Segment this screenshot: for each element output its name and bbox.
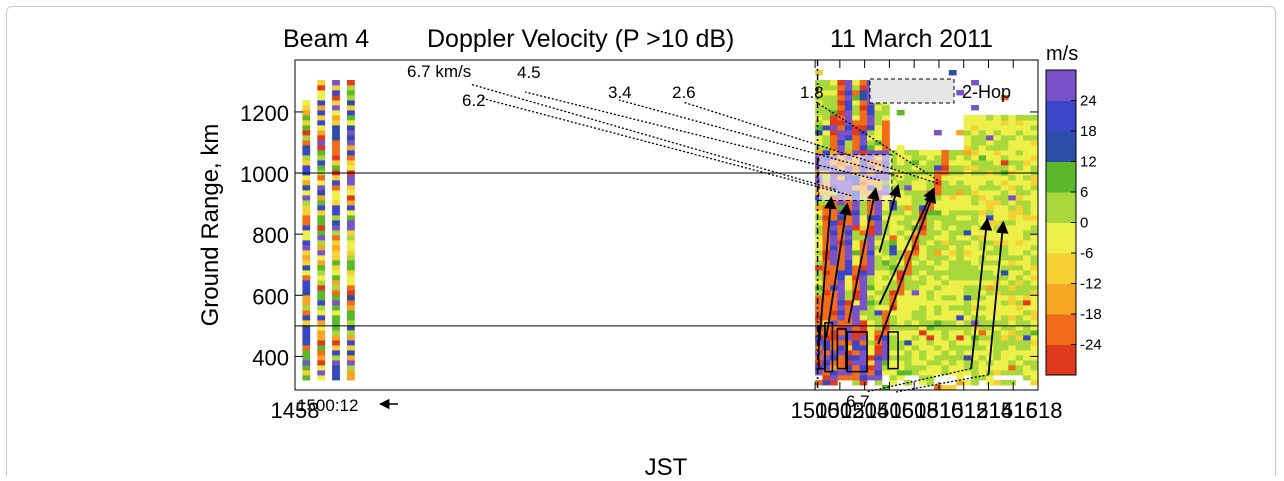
colorbar-label-8: -18	[1080, 306, 1102, 323]
onset-time-label: 1500:12	[297, 396, 358, 415]
colorbar: 24 18 12 6 0 -6 -12 -18 -24	[1045, 69, 1102, 376]
x-axis: 1458 150015021504150615081510151215141516…	[271, 60, 1063, 423]
x-tick-label-1458: 1458	[271, 398, 320, 423]
velocity-arrow-5	[877, 190, 937, 345]
colorbar-label-6: -6	[1080, 245, 1093, 262]
colorbar-swatch-4	[1046, 253, 1076, 284]
velocity-arrow-2	[825, 202, 852, 339]
velocity-label-4: 3.4	[608, 83, 632, 102]
y-tick-label-800: 800	[252, 223, 289, 248]
event-box-3	[836, 328, 847, 370]
x-tick-label-1504: 1504	[840, 398, 889, 423]
colorbar-label-7: -12	[1080, 276, 1102, 293]
x-tick-label-1508: 1508	[890, 398, 939, 423]
velocity-arrow-7	[970, 217, 993, 369]
velocity-arrow-4	[878, 184, 902, 253]
y-axis-label: Ground Range, km	[197, 124, 224, 327]
legend-2hop-label: 2-Hop	[962, 82, 1011, 102]
x-tick-label-1502: 1502	[815, 398, 864, 423]
velocity-leader-3	[524, 91, 880, 181]
velocity-label-1: 6.7 km/s	[407, 62, 471, 81]
colorbar-swatch-5	[1046, 222, 1076, 254]
colorbar-label-2: 18	[1080, 123, 1097, 140]
two-hop-region	[818, 154, 893, 202]
velocity-label-2: 6.2	[462, 91, 486, 110]
velocity-arrow-1	[817, 196, 837, 348]
colorbar-unit: m/s	[1046, 43, 1078, 65]
y-tick-label-1000: 1000	[240, 162, 289, 187]
velocity-label-3: 4.5	[517, 63, 541, 82]
title-date: 11 March 2011	[830, 25, 993, 53]
y-tick-label-400: 400	[252, 345, 289, 370]
figure-frame	[6, 6, 1276, 476]
velocity-leader-7	[865, 367, 972, 393]
colorbar-label-4: 6	[1080, 184, 1088, 201]
x-tick-label-1516: 1516	[989, 398, 1038, 423]
colorbar-label-5: 0	[1080, 215, 1088, 232]
x-tick-label-1518: 1518	[1014, 398, 1063, 423]
velocity-label-7: 6.7	[846, 392, 870, 411]
overlay-layer: 6.7 km/s 6.2 4.5 3.4 2.6 1.8 6.7	[295, 60, 1038, 411]
colorbar-swatch-6	[1046, 192, 1076, 223]
x-tick-label-1514: 1514	[964, 398, 1013, 423]
colorbar-swatch-1	[1046, 344, 1076, 376]
event-box-5	[887, 331, 899, 370]
colorbar-label-3: 12	[1080, 154, 1097, 171]
colorbar-swatch-8	[1046, 131, 1076, 162]
x-tick-label-1510: 1510	[914, 398, 963, 423]
colorbar-swatch-2	[1046, 314, 1076, 345]
velocity-leader-5	[682, 101, 939, 185]
x-tick-label-1506: 1506	[865, 398, 914, 423]
title-quantity: Doppler Velocity (P >10 dB)	[427, 25, 734, 53]
colorbar-swatch-3	[1046, 283, 1076, 315]
y-axis: 400 600 800 1000 1200	[240, 101, 1038, 370]
velocity-arrow-6	[878, 187, 935, 305]
x-axis-label: JST	[645, 454, 688, 481]
x-tick-label-1512: 1512	[939, 398, 988, 423]
plot-frame	[294, 59, 1039, 391]
colorbar-swatch-9	[1046, 100, 1076, 132]
legend-2hop-swatch	[869, 78, 955, 104]
event-box-4	[846, 331, 868, 373]
velocity-label-5: 2.6	[672, 83, 696, 102]
y-tick-label-1200: 1200	[240, 101, 289, 126]
velocity-label-6: 1.8	[800, 83, 824, 102]
colorbar-label-1: 24	[1080, 93, 1097, 110]
y-tick-label-600: 600	[252, 284, 289, 309]
title-beam: Beam 4	[283, 25, 369, 53]
x-tick-label-1500: 1500	[791, 398, 840, 423]
velocity-leader-4	[618, 99, 903, 178]
colorbar-swatch-10	[1046, 70, 1076, 101]
velocity-leader-1	[469, 83, 836, 191]
velocity-arrow-8	[987, 220, 1009, 375]
velocity-leader-6	[815, 101, 939, 181]
colorbar-label-9: -24	[1080, 337, 1102, 354]
velocity-arrow-3	[847, 187, 880, 323]
colorbar-swatch-7	[1046, 161, 1076, 193]
